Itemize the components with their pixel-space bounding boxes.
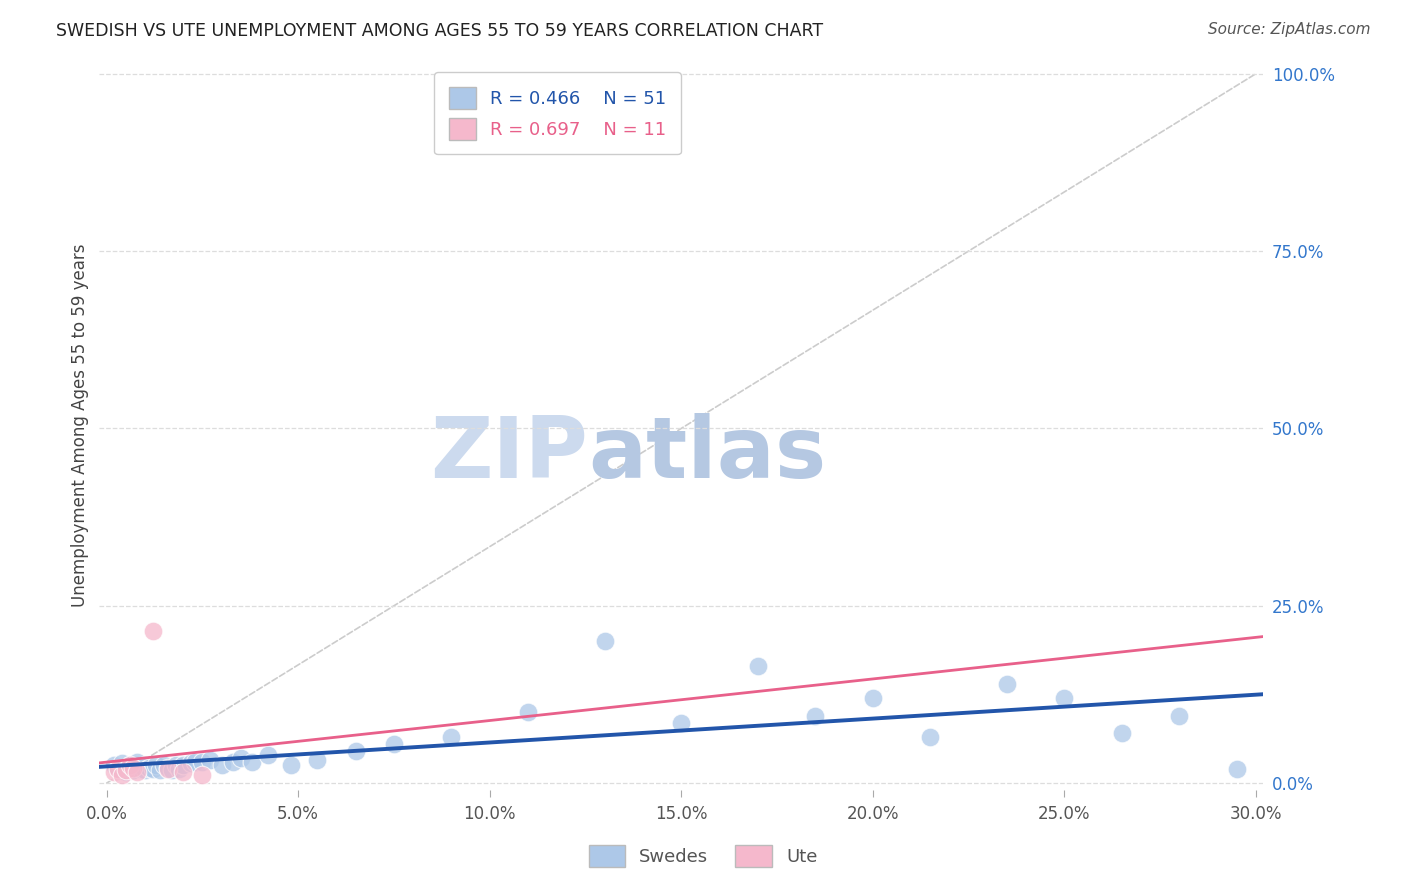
Point — [107, 762, 129, 776]
Point — [127, 758, 149, 772]
Point — [222, 755, 245, 769]
Point — [149, 764, 172, 778]
Point — [111, 767, 134, 781]
Point — [145, 758, 167, 772]
Point — [122, 760, 145, 774]
Y-axis label: Unemployment Among Ages 55 to 59 years: Unemployment Among Ages 55 to 59 years — [72, 244, 89, 607]
Point — [122, 764, 145, 778]
Point — [172, 758, 194, 772]
Text: ZIP: ZIP — [430, 413, 588, 496]
Point — [111, 764, 134, 778]
Point — [382, 737, 405, 751]
Point — [1111, 726, 1133, 740]
Point — [114, 764, 136, 778]
Point — [804, 708, 827, 723]
Point — [156, 760, 179, 774]
Point — [118, 762, 141, 776]
Point — [169, 762, 191, 776]
Point — [593, 634, 616, 648]
Point — [1226, 762, 1249, 776]
Point — [240, 755, 263, 769]
Point — [440, 730, 463, 744]
Point — [172, 765, 194, 780]
Text: atlas: atlas — [588, 413, 827, 496]
Point — [127, 755, 149, 769]
Point — [184, 755, 207, 769]
Legend: Swedes, Ute: Swedes, Ute — [579, 836, 827, 876]
Point — [1168, 708, 1191, 723]
Point — [229, 751, 252, 765]
Point — [129, 762, 152, 776]
Point — [134, 764, 156, 778]
Point — [862, 691, 884, 706]
Point — [280, 758, 302, 772]
Point — [122, 760, 145, 774]
Point — [747, 659, 769, 673]
Point — [103, 758, 125, 772]
Point — [118, 758, 141, 772]
Point — [1053, 691, 1076, 706]
Point — [114, 762, 136, 776]
Point — [111, 756, 134, 771]
Point — [920, 730, 942, 744]
Legend: R = 0.466    N = 51, R = 0.697    N = 11: R = 0.466 N = 51, R = 0.697 N = 11 — [434, 72, 681, 154]
Point — [256, 747, 278, 762]
Point — [118, 758, 141, 772]
Point — [165, 758, 187, 772]
Point — [307, 753, 329, 767]
Point — [517, 705, 540, 719]
Point — [211, 758, 233, 772]
Point — [191, 767, 214, 781]
Text: SWEDISH VS UTE UNEMPLOYMENT AMONG AGES 55 TO 59 YEARS CORRELATION CHART: SWEDISH VS UTE UNEMPLOYMENT AMONG AGES 5… — [56, 22, 824, 40]
Point — [107, 760, 129, 774]
Point — [191, 755, 214, 769]
Point — [160, 764, 183, 778]
Point — [127, 765, 149, 780]
Point — [142, 762, 165, 776]
Point — [134, 758, 156, 772]
Point — [198, 753, 221, 767]
Point — [103, 765, 125, 780]
Point — [142, 624, 165, 638]
Point — [114, 765, 136, 780]
Point — [138, 760, 160, 774]
Point — [180, 756, 202, 771]
Text: Source: ZipAtlas.com: Source: ZipAtlas.com — [1208, 22, 1371, 37]
Point — [344, 744, 367, 758]
Point — [156, 762, 179, 776]
Point — [153, 758, 176, 772]
Point — [671, 715, 693, 730]
Point — [995, 677, 1018, 691]
